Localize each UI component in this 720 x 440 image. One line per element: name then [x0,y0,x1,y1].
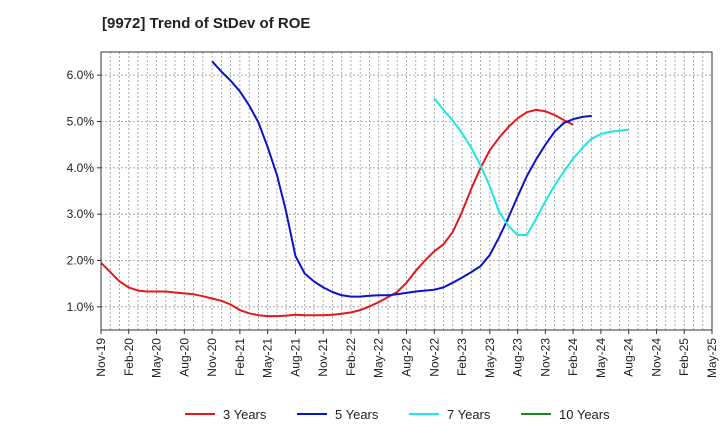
x-tick-label: May-22 [372,338,386,378]
grid-layer [101,52,712,330]
x-axis: Nov-19 Feb-20 May-20 Aug-20 Nov-20 Feb-21 May-… [94,330,719,378]
x-tick-label: May-23 [483,338,497,378]
x-tick-label: Nov-19 [94,338,108,377]
legend-label: 10 Years [559,407,610,422]
y-tick-label: 4.0% [67,161,95,175]
series-line-7-years [433,97,629,236]
x-tick-label: Feb-22 [344,338,358,376]
legend: 3 Years 5 Years 7 Years 10 Years [185,407,610,422]
x-tick-label: Aug-23 [511,338,525,377]
chart-title: [9972] Trend of StDev of ROE [102,15,311,32]
y-tick-label: 1.0% [67,300,95,314]
legend-label: 5 Years [335,407,379,422]
series-layer [100,60,629,318]
x-tick-label: Feb-25 [677,338,691,376]
x-tick-label: Aug-22 [400,338,414,377]
x-tick-label: Feb-23 [455,338,469,376]
x-tick-label: Nov-24 [649,338,663,377]
y-axis: 1.0% 2.0% 3.0% 4.0% 5.0% 6.0% [67,68,101,314]
y-tick-label: 6.0% [67,68,95,82]
x-tick-label: Feb-21 [233,338,247,376]
y-tick-label: 2.0% [67,254,95,268]
x-tick-label: May-24 [594,338,608,378]
x-tick-label: Nov-22 [427,338,441,377]
x-tick-label: May-25 [705,338,719,378]
x-tick-label: Aug-24 [622,338,636,377]
x-tick-label: Feb-20 [122,338,136,376]
x-tick-label: Nov-21 [316,338,330,377]
series-line-5-years [211,60,592,298]
series-line-3-years [100,108,574,318]
x-tick-label: May-20 [150,338,164,378]
x-tick-label: Nov-23 [538,338,552,377]
x-tick-label: May-21 [261,338,275,378]
legend-label: 7 Years [447,407,491,422]
x-tick-label: Aug-20 [177,338,191,377]
y-tick-label: 5.0% [67,115,95,129]
x-tick-label: Feb-24 [566,338,580,376]
x-tick-label: Nov-20 [205,338,219,377]
x-tick-label: Aug-21 [288,338,302,377]
y-tick-label: 3.0% [67,207,95,221]
legend-label: 3 Years [223,407,267,422]
